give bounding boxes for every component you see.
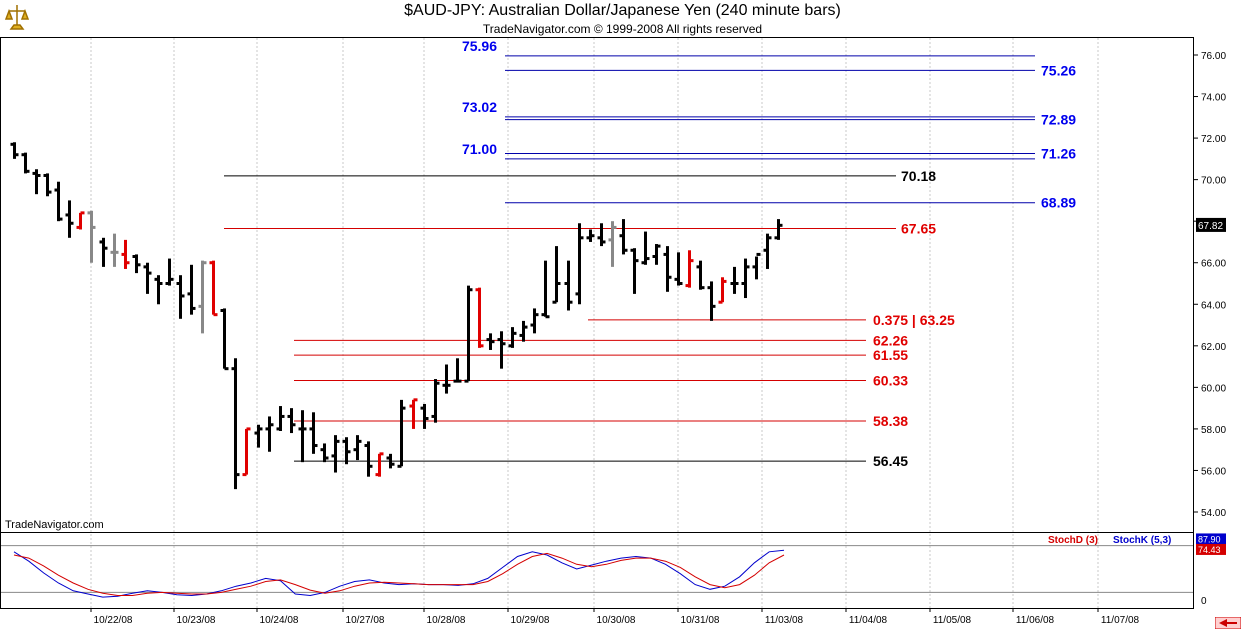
y-tick-label: 74.00 (1201, 93, 1226, 104)
last-price-box (1196, 217, 1226, 232)
stochd-value: 74.43 (1198, 545, 1221, 555)
level-label: 60.33 (873, 373, 908, 389)
y-tick-label: 56.00 (1201, 466, 1226, 477)
indicator-plot-frame (0, 532, 1194, 609)
x-tick-label: 10/30/08 (597, 615, 636, 626)
stochd-legend: StochD (3) (1048, 535, 1098, 546)
chart-title: $AUD-JPY: Australian Dollar/Japanese Yen… (404, 2, 841, 19)
stochd-value-box (1196, 543, 1226, 555)
level-label: 75.26 (1041, 62, 1076, 78)
last-price-label: 67.82 (1198, 221, 1223, 232)
y-tick-label: 60.00 (1201, 383, 1226, 394)
level-label: 75.96 (462, 38, 497, 54)
stochk-value: 87.90 (1198, 534, 1221, 544)
y-tick-label: 64.00 (1201, 300, 1226, 311)
tradenavigator-logo-icon (4, 5, 30, 30)
x-tick-label: 11/03/08 (765, 615, 804, 626)
x-tick-label: 11/06/08 (1016, 615, 1055, 626)
date-axis: 10/22/08 10/23/08 10/24/08 10/27/08 10/28/08… (90, 608, 1140, 626)
y-tick-label: 54.00 (1201, 508, 1226, 519)
y-tick-label: 66.00 (1201, 259, 1226, 270)
chart-grid (90, 38, 1099, 608)
y-tick-label: 58.00 (1201, 425, 1226, 436)
stochk-legend: StochK (5,3) (1113, 535, 1171, 546)
price-axis: 54.0056.0058.0060.0062.0064.0066.0068.00… (1193, 51, 1226, 519)
level-label: 67.65 (901, 220, 936, 236)
level-label: 68.89 (1041, 195, 1076, 211)
level-label: 61.55 (873, 347, 908, 363)
x-tick-label: 10/29/08 (511, 615, 550, 626)
last-price-marker: 67.82 (1196, 217, 1226, 232)
fibonacci-levels: 75.96 75.26 73.02 72.89 71.26 71.00 70.18 68.89… (224, 38, 1076, 469)
x-tick-label: 11/07/08 (1101, 615, 1140, 626)
level-label: 71.26 (1041, 145, 1076, 161)
stochk-value-box (1196, 533, 1226, 545)
x-tick-label: 10/28/08 (427, 615, 466, 626)
stochk-line (13, 549, 785, 598)
copyright-notice: TradeNavigator.com © 1999-2008 All right… (482, 22, 763, 36)
y-tick-label: 72.00 (1201, 134, 1226, 145)
y-tick-label: 70.00 (1201, 176, 1226, 187)
x-tick-label: 10/23/08 (177, 615, 216, 626)
ohlc-bars (10, 142, 783, 490)
x-tick-label: 10/27/08 (346, 615, 385, 626)
level-label: 0.375 | 63.25 (873, 312, 955, 328)
x-tick-label: 10/31/08 (681, 615, 720, 626)
level-label: 70.18 (901, 168, 936, 184)
level-label: 72.89 (1041, 112, 1076, 128)
level-label: 71.00 (462, 141, 497, 157)
x-tick-label: 10/24/08 (260, 615, 299, 626)
scroll-arrow-icon[interactable] (1215, 617, 1241, 629)
stochd-line (13, 552, 785, 596)
x-tick-label: 11/05/08 (933, 615, 972, 626)
level-label: 56.45 (873, 453, 908, 469)
x-tick-label: 10/22/08 (94, 615, 133, 626)
x-tick-label: 11/04/08 (849, 615, 888, 626)
level-label: 62.26 (873, 332, 908, 348)
level-label: 58.38 (873, 413, 908, 429)
stoch-axis-label: 0 (1201, 596, 1207, 607)
level-label: 73.02 (462, 99, 497, 115)
y-tick-label: 76.00 (1201, 51, 1226, 62)
source-label: TradeNavigator.com (5, 519, 104, 531)
y-tick-label: 62.00 (1201, 342, 1226, 353)
